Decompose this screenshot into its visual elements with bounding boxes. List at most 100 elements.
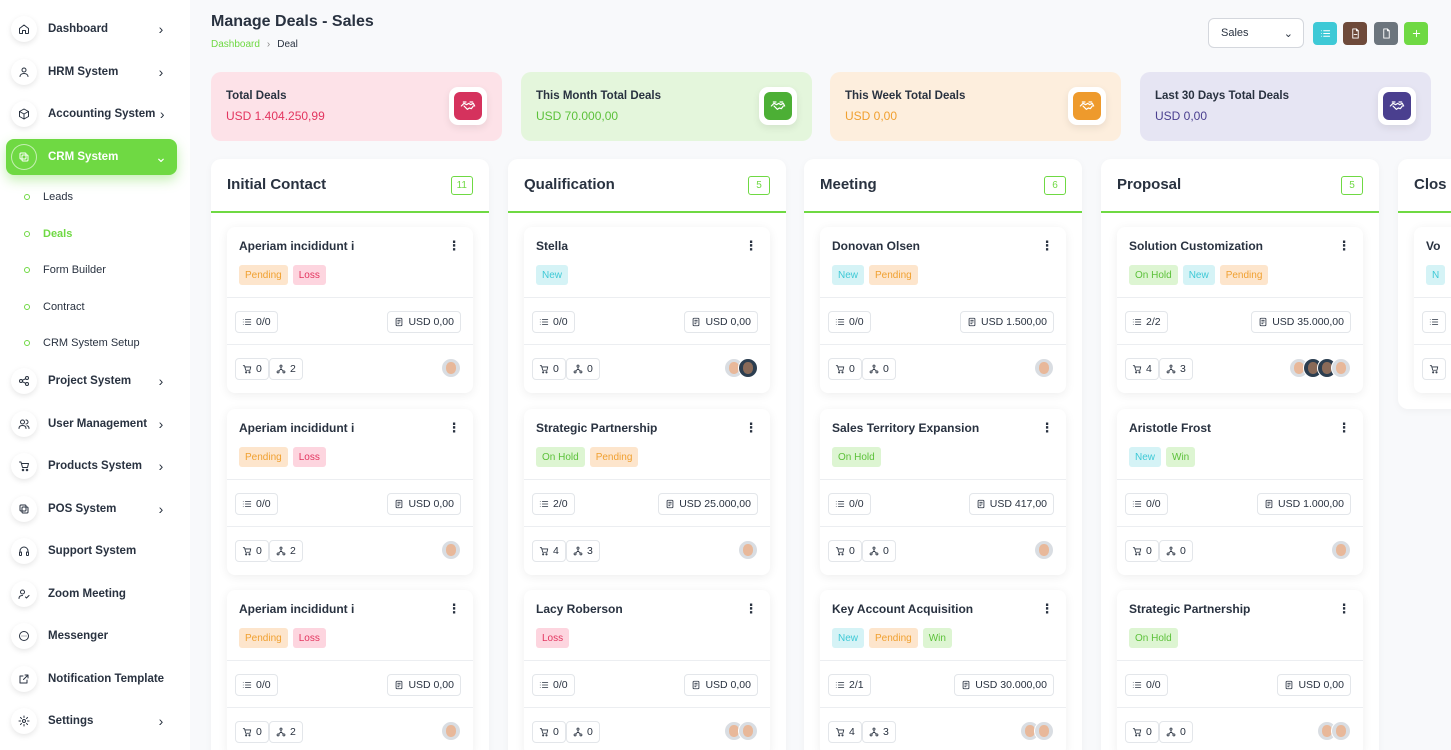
sidebar-item-notification-template[interactable]: Notification Template xyxy=(6,661,177,697)
deal-card[interactable]: Aperiam incididunt i ⋮ Pending Loss 0/0 USD 0… xyxy=(227,590,473,750)
deal-card[interactable]: Strategic Partnership ⋮ On Hold Pending 2/0 U… xyxy=(524,409,770,575)
more-vertical-icon[interactable]: ⋮ xyxy=(1337,238,1351,253)
more-vertical-icon[interactable]: ⋮ xyxy=(447,238,461,253)
deal-title[interactable]: Lacy Roberson xyxy=(536,602,623,616)
sidebar-subitem-contract[interactable]: Contract xyxy=(24,297,85,317)
deal-card[interactable]: Aperiam incididunt i ⋮ Pending Loss 0/0 USD 0… xyxy=(227,227,473,393)
deal-title[interactable]: Aperiam incididunt i xyxy=(239,421,355,435)
import-button[interactable] xyxy=(1343,22,1367,45)
deal-card[interactable]: Donovan Olsen ⋮ New Pending 0/0 USD 1.500,00 0… xyxy=(820,227,1066,393)
deal-card[interactable]: Lacy Roberson ⋮ Loss 0/0 USD 0,00 0 0 xyxy=(524,590,770,750)
sidebar-item-support-system[interactable]: Support System xyxy=(6,533,177,569)
more-vertical-icon[interactable]: ⋮ xyxy=(1040,420,1054,435)
tasks-chip-value: 2/2 xyxy=(1146,316,1161,328)
tasks-chip: 2/1 xyxy=(828,674,871,696)
avatar[interactable] xyxy=(1331,540,1351,560)
pipeline-select[interactable]: Sales ⌄ xyxy=(1208,18,1304,48)
more-vertical-icon[interactable]: ⋮ xyxy=(744,238,758,253)
more-vertical-icon[interactable]: ⋮ xyxy=(1337,420,1351,435)
deal-title[interactable]: Vo xyxy=(1426,239,1441,253)
avatar[interactable] xyxy=(1331,358,1351,378)
deal-title[interactable]: Solution Customization xyxy=(1129,239,1263,253)
deal-title[interactable]: Aperiam incididunt i xyxy=(239,239,355,253)
more-vertical-icon[interactable]: ⋮ xyxy=(447,601,461,616)
price-icon xyxy=(394,499,404,509)
sidebar-item-pos-system[interactable]: POS System › xyxy=(6,491,177,527)
add-deal-button[interactable] xyxy=(1404,22,1428,45)
deal-title[interactable]: Donovan Olsen xyxy=(832,239,921,253)
status-badge: Loss xyxy=(292,447,326,467)
sidebar-subitem-deals[interactable]: Deals xyxy=(24,224,72,244)
deal-title[interactable]: Sales Territory Expansion xyxy=(832,421,980,435)
sidebar-item-accounting-system[interactable]: Accounting System › xyxy=(6,96,177,132)
avatar[interactable] xyxy=(441,721,461,741)
column-count-badge: 6 xyxy=(1044,176,1066,195)
avatar-face xyxy=(743,362,753,374)
breadcrumb-dashboard-link[interactable]: Dashboard xyxy=(211,39,260,50)
assignee-avatars xyxy=(1289,358,1351,378)
divider xyxy=(820,297,1066,298)
handshake-icon xyxy=(454,92,482,120)
sidebar-subitem-leads[interactable]: Leads xyxy=(24,187,73,207)
sidebar-subitem-crm-system-setup[interactable]: CRM System Setup xyxy=(24,333,140,353)
deal-card[interactable]: Vo N xyxy=(1414,227,1451,393)
deal-title[interactable]: Aperiam incididunt i xyxy=(239,602,355,616)
more-vertical-icon[interactable]: ⋮ xyxy=(1040,238,1054,253)
sidebar-item-dashboard[interactable]: Dashboard › xyxy=(6,11,177,47)
deal-title[interactable]: Aristotle Frost xyxy=(1129,421,1212,435)
assignee-avatars xyxy=(1034,540,1054,560)
sidebar-item-hrm-system[interactable]: HRM System › xyxy=(6,54,177,90)
avatar[interactable] xyxy=(738,358,758,378)
deal-card[interactable]: Stella ⋮ New 0/0 USD 0,00 0 0 xyxy=(524,227,770,393)
deal-title[interactable]: Strategic Partnership xyxy=(1129,602,1251,616)
export-button[interactable] xyxy=(1374,22,1398,45)
avatar-face xyxy=(1322,362,1332,374)
more-vertical-icon[interactable]: ⋮ xyxy=(1337,601,1351,616)
sidebar-item-project-system[interactable]: Project System › xyxy=(6,363,177,399)
list-view-button[interactable] xyxy=(1313,22,1337,45)
divider xyxy=(1117,297,1363,298)
deal-title[interactable]: Key Account Acquisition xyxy=(832,602,974,616)
more-vertical-icon[interactable]: ⋮ xyxy=(447,420,461,435)
deal-card[interactable]: Strategic Partnership ⋮ On Hold 0/0 USD 0,00… xyxy=(1117,590,1363,750)
deal-card[interactable]: Aristotle Frost ⋮ New Win 0/0 USD 1.000,00 0 0 xyxy=(1117,409,1363,575)
assignee-avatars xyxy=(1331,540,1351,560)
deal-card[interactable]: Aperiam incididunt i ⋮ Pending Loss 0/0 USD 0… xyxy=(227,409,473,575)
sidebar-item-messenger[interactable]: Messenger xyxy=(6,618,177,654)
sources-chip-value: 3 xyxy=(883,726,889,738)
cart-small-icon xyxy=(539,364,549,374)
more-vertical-icon[interactable]: ⋮ xyxy=(744,420,758,435)
avatar[interactable] xyxy=(1034,358,1054,378)
deal-card[interactable]: Sales Territory Expansion ⋮ On Hold 0/0 USD … xyxy=(820,409,1066,575)
sidebar-item-products-system[interactable]: Products System › xyxy=(6,448,177,484)
sidebar-item-label: User Management xyxy=(48,418,148,430)
sidebar-item-crm-system[interactable]: CRM System ⌄ xyxy=(6,139,177,175)
avatar[interactable] xyxy=(1034,540,1054,560)
bullet-icon xyxy=(24,340,30,346)
avatar[interactable] xyxy=(1331,721,1351,741)
avatar-face xyxy=(1025,725,1035,737)
tasks-icon xyxy=(1132,680,1142,690)
sidebar-subitem-form-builder[interactable]: Form Builder xyxy=(24,260,106,280)
tasks-chip-value: 0/0 xyxy=(256,679,271,691)
deal-card[interactable]: Key Account Acquisition ⋮ New Pending Win 2/1… xyxy=(820,590,1066,750)
deal-title[interactable]: Strategic Partnership xyxy=(536,421,658,435)
column-proposal: Proposal 5 Solution Customization ⋮ On Hold N… xyxy=(1101,159,1379,750)
more-vertical-icon[interactable]: ⋮ xyxy=(1040,601,1054,616)
divider xyxy=(227,344,473,345)
breadcrumb: Dashboard › Deal xyxy=(211,39,298,50)
column-header: Clos xyxy=(1398,159,1451,213)
sidebar-item-zoom-meeting[interactable]: Zoom Meeting xyxy=(6,576,177,612)
avatar-face xyxy=(743,544,753,556)
deal-title[interactable]: Stella xyxy=(536,239,569,253)
avatar[interactable] xyxy=(738,540,758,560)
avatar[interactable] xyxy=(441,358,461,378)
deal-card[interactable]: Solution Customization ⋮ On Hold New Pending… xyxy=(1117,227,1363,393)
avatar[interactable] xyxy=(738,721,758,741)
avatar[interactable] xyxy=(441,540,461,560)
avatar-face xyxy=(446,544,456,556)
avatar[interactable] xyxy=(1034,721,1054,741)
sidebar-item-settings[interactable]: Settings › xyxy=(6,703,177,739)
more-vertical-icon[interactable]: ⋮ xyxy=(744,601,758,616)
sidebar-item-user-management[interactable]: User Management › xyxy=(6,406,177,442)
